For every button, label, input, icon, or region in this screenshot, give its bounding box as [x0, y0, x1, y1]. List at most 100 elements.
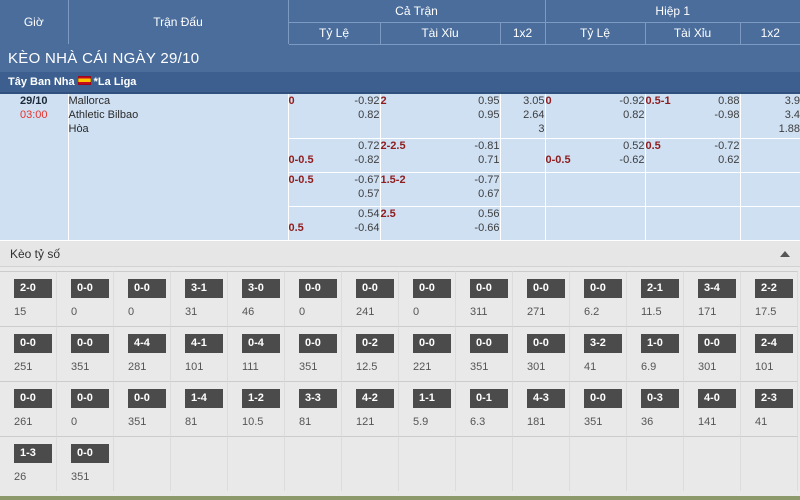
score-tile[interactable]: 3-4 171 [684, 271, 741, 326]
score-tile[interactable]: 0-1 6.3 [456, 381, 513, 436]
score-tile[interactable]: 0-0 271 [513, 271, 570, 326]
score-odd-value: 351 [71, 471, 90, 483]
score-badge: 0-0 [299, 334, 337, 353]
cell-ft-overunder-2[interactable]: 2-2.5 -0.81 0.71 [380, 138, 501, 173]
score-badge: 4-1 [185, 334, 223, 353]
score-tile-empty [285, 436, 342, 491]
cell-ft-odds-4[interactable]: 0.54 0.5 -0.64 [288, 206, 381, 241]
score-tile[interactable]: 0-0 221 [399, 326, 456, 381]
score-tile[interactable]: 0-0 241 [342, 271, 399, 326]
score-tile[interactable]: 0-0 351 [114, 381, 171, 436]
score-tile[interactable]: 1-2 10.5 [228, 381, 285, 436]
cell-ft-odds-3[interactable]: 0-0.5 -0.67 0.57 [288, 172, 381, 207]
team-home: Mallorca [68, 94, 111, 107]
score-tile[interactable]: 0-0 351 [456, 326, 513, 381]
score-odd-value: 6.3 [470, 416, 486, 428]
odd-value: 0.57 [358, 188, 380, 200]
score-tile[interactable]: 3-0 46 [228, 271, 285, 326]
cell-h1-odds-3 [545, 172, 646, 207]
team-away: Athletic Bilbao [68, 108, 139, 121]
score-tile[interactable]: 1-1 5.9 [399, 381, 456, 436]
odd-value: 0.54 [358, 208, 380, 220]
score-odd-value: 17.5 [755, 306, 777, 318]
cell-ft-overunder-4[interactable]: 2.5 0.56 -0.66 [380, 206, 501, 241]
cell-h1-odds-1[interactable]: 0 -0.92 0.82 [545, 92, 646, 139]
score-tile[interactable]: 3-1 31 [171, 271, 228, 326]
score-tile[interactable]: 0-0 251 [0, 326, 57, 381]
score-odd-value: 6.9 [641, 361, 657, 373]
score-tile[interactable]: 0-0 351 [570, 381, 627, 436]
table-row[interactable]: 0-0.5 -0.67 0.57 1.5-2 -0.77 0.67 [0, 172, 800, 207]
score-tile[interactable]: 0-0 301 [513, 326, 570, 381]
score-tile[interactable]: 0-0 351 [57, 436, 114, 491]
score-tile[interactable]: 0-3 36 [627, 381, 684, 436]
score-odd-value: 311 [470, 306, 488, 318]
cell-h1-overunder-1[interactable]: 0.5-1 0.88 -0.98 [645, 92, 741, 139]
score-tile[interactable]: 0-4 111 [228, 326, 285, 381]
handicap-value: 1.5-2 [380, 174, 406, 186]
score-tile[interactable]: 3-3 81 [285, 381, 342, 436]
score-tile[interactable]: 0-0 0 [399, 271, 456, 326]
odd-value: -0.72 [714, 140, 740, 152]
score-tile[interactable]: 4-2 121 [342, 381, 399, 436]
score-tile[interactable]: 0-0 351 [285, 326, 342, 381]
score-badge: 1-4 [185, 389, 223, 408]
score-badge: 0-0 [71, 334, 109, 353]
score-tile[interactable]: 0-0 301 [684, 326, 741, 381]
score-tile[interactable]: 2-4 101 [741, 326, 798, 381]
table-row[interactable]: 0.72 0-0.5 -0.82 2-2.5 -0.81 0.71 0.52 0-0… [0, 138, 800, 173]
score-badge: 3-2 [584, 334, 622, 353]
score-tile[interactable]: 0-0 0 [285, 271, 342, 326]
odd-value: -0.82 [354, 154, 380, 166]
score-tile-grid: 2-0 15 0-0 0 0-0 0 3-1 31 3-0 46 0-0 0 0-0 241 0-0 0 0-0… [0, 267, 800, 491]
cell-ft-overunder-1[interactable]: 2 0.95 0.95 [380, 92, 501, 139]
score-odd-value: 31 [185, 306, 198, 318]
score-tile[interactable]: 1-0 6.9 [627, 326, 684, 381]
spain-flag-icon [77, 76, 91, 86]
score-odd-value: 241 [356, 306, 375, 318]
correct-score-header[interactable]: Kèo tỷ số [0, 241, 800, 267]
cell-h1-odds-2[interactable]: 0.52 0-0.5 -0.62 [545, 138, 646, 173]
score-tile[interactable]: 2-2 17.5 [741, 271, 798, 326]
odd-value: 3.05 [523, 94, 545, 107]
score-odd-value: 12.5 [356, 361, 378, 373]
score-tile[interactable]: 1-4 81 [171, 381, 228, 436]
score-tile[interactable]: 4-4 281 [114, 326, 171, 381]
score-tile[interactable]: 0-0 0 [114, 271, 171, 326]
score-tile-empty [627, 436, 684, 491]
score-tile[interactable]: 4-3 181 [513, 381, 570, 436]
score-tile[interactable]: 1-3 26 [0, 436, 57, 491]
score-tile[interactable]: 2-3 41 [741, 381, 798, 436]
cell-h1-1x2-1[interactable]: 3.9 3.4 1.88 [740, 92, 800, 139]
col-header-ft-1x2: 1x2 [500, 22, 546, 45]
score-tile[interactable]: 2-0 15 [0, 271, 57, 326]
score-tile[interactable]: 4-0 141 [684, 381, 741, 436]
score-badge: 0-0 [128, 389, 166, 408]
score-tile[interactable]: 4-1 101 [171, 326, 228, 381]
chevron-up-icon[interactable] [780, 250, 790, 257]
score-tile[interactable]: 0-0 0 [57, 271, 114, 326]
cell-ft-overunder-3[interactable]: 1.5-2 -0.77 0.67 [380, 172, 501, 207]
score-tile[interactable]: 0-2 12.5 [342, 326, 399, 381]
league-row[interactable]: Tây Ban Nha *La Liga [0, 71, 800, 94]
cell-h1-overunder-2[interactable]: 0.5 -0.72 0.62 [645, 138, 741, 173]
score-odd-value: 301 [527, 361, 546, 373]
score-tile[interactable]: 2-1 11.5 [627, 271, 684, 326]
table-row[interactable]: 0.54 0.5 -0.64 2.5 0.56 -0.66 [0, 206, 800, 241]
score-tile[interactable]: 0-0 311 [456, 271, 513, 326]
table-row[interactable]: 29/10 03:00 Mallorca Athletic Bilbao Hòa… [0, 92, 800, 241]
score-odd-value: 301 [698, 361, 717, 373]
score-odd-value: 261 [14, 416, 33, 428]
handicap-value: 0.5 [645, 140, 661, 152]
score-tile[interactable]: 0-0 0 [57, 381, 114, 436]
cell-ft-odds-1[interactable]: 0 -0.92 0.82 [288, 92, 381, 139]
score-tile[interactable]: 0-0 6.2 [570, 271, 627, 326]
score-tile[interactable]: 3-2 41 [570, 326, 627, 381]
cell-ft-1x2-1[interactable]: 3.05 2.64 3 [500, 92, 546, 139]
score-tile[interactable]: 0-0 261 [0, 381, 57, 436]
score-badge: 0-0 [698, 334, 736, 353]
cell-ft-odds-2[interactable]: 0.72 0-0.5 -0.82 [288, 138, 381, 173]
score-tile[interactable]: 0-0 351 [57, 326, 114, 381]
score-tile-row: 0-0 261 0-0 0 0-0 351 1-4 81 1-2 10.5 3-3 81 4-2 121 1… [0, 381, 800, 436]
score-odd-value: 171 [698, 306, 717, 318]
